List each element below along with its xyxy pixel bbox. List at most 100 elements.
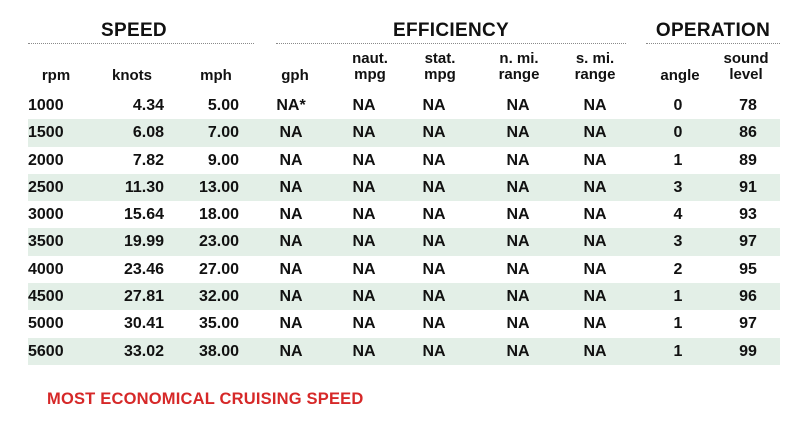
cell-sound-level: 97 bbox=[739, 233, 757, 251]
cell-naut-mpg: NA bbox=[352, 206, 376, 224]
cell-nmi-range: NA bbox=[506, 97, 530, 114]
cell-stat-mpg: NA bbox=[422, 151, 446, 169]
cell-naut-mpg: NA bbox=[352, 233, 376, 251]
cell-nmi-range: NA bbox=[506, 178, 530, 196]
header-gph-line1: gph bbox=[281, 67, 309, 84]
cell-smi-range: NA bbox=[583, 124, 607, 142]
cell-angle: 1 bbox=[673, 151, 683, 169]
header-nmi-range: n. mi. range bbox=[484, 51, 554, 83]
cell-naut-mpg: NA bbox=[352, 288, 376, 306]
cell-naut-mpg: NA bbox=[352, 342, 376, 360]
cell-gph: NA bbox=[279, 178, 303, 196]
cell-smi-range: NA bbox=[583, 260, 607, 278]
cell-gph: NA bbox=[279, 233, 303, 251]
cell-mph: 7.00 bbox=[207, 124, 239, 142]
cell-stat-mpg: NA bbox=[422, 206, 446, 224]
cell-gph: NA bbox=[279, 206, 303, 224]
header-smi-range-line2: range bbox=[574, 66, 616, 83]
header-angle-line1: angle bbox=[660, 67, 700, 84]
cell-stat-mpg: NA bbox=[422, 97, 446, 114]
cell-stat-mpg: NA bbox=[422, 342, 446, 360]
header-mph-line1: mph bbox=[200, 67, 232, 84]
cell-angle: 3 bbox=[673, 178, 683, 196]
table-row: 4500 27.81 32.00 NA NA NA NA NA 1 96 bbox=[28, 283, 780, 311]
group-rule-efficiency bbox=[276, 43, 626, 44]
header-sound-level-line2: level bbox=[729, 66, 763, 83]
table-row: 3500 19.99 23.00 NA NA NA NA NA 3 97 bbox=[28, 228, 780, 256]
cell-angle: 2 bbox=[673, 260, 683, 278]
header-smi-range-line1: s. mi. bbox=[575, 50, 615, 67]
cell-gph: NA bbox=[279, 151, 303, 169]
cell-smi-range: NA bbox=[583, 151, 607, 169]
cell-knots: 30.41 bbox=[123, 315, 164, 333]
cell-sound-level: 78 bbox=[739, 97, 757, 114]
cell-knots: 6.08 bbox=[132, 124, 164, 142]
table-row: 2500 11.30 13.00 NA NA NA NA NA 3 91 bbox=[28, 173, 780, 202]
cell-sound-level: 93 bbox=[739, 206, 757, 224]
header-rpm-line1: rpm bbox=[41, 67, 71, 84]
cell-nmi-range: NA bbox=[506, 342, 530, 360]
header-stat-mpg-line1: stat. bbox=[424, 50, 456, 67]
cell-angle: 4 bbox=[673, 206, 683, 224]
cell-sound-level: 95 bbox=[739, 260, 757, 278]
group-rule-speed bbox=[28, 43, 254, 44]
cell-nmi-range: NA bbox=[506, 288, 530, 306]
header-stat-mpg-line2: mpg bbox=[424, 66, 456, 83]
cell-knots: 23.46 bbox=[123, 260, 164, 278]
cell-stat-mpg: NA bbox=[422, 233, 446, 251]
header-angle: angle bbox=[652, 68, 708, 84]
cell-sound-level: 86 bbox=[739, 124, 757, 142]
header-naut-mpg-line1: naut. bbox=[352, 50, 388, 67]
cell-mph: 9.00 bbox=[207, 151, 239, 169]
cell-stat-mpg: NA bbox=[422, 288, 446, 306]
cell-rpm: 1500 bbox=[28, 124, 64, 142]
cell-mph: 32.00 bbox=[198, 288, 239, 306]
cell-rpm: 5000 bbox=[28, 315, 64, 333]
cell-naut-mpg: NA bbox=[352, 178, 376, 196]
cell-naut-mpg: NA bbox=[352, 151, 376, 169]
table-row: 3000 15.64 18.00 NA NA NA NA NA 4 93 bbox=[28, 201, 780, 228]
cell-rpm: 4500 bbox=[28, 288, 64, 306]
header-smi-range: s. mi. range bbox=[560, 51, 630, 83]
footer-note: MOST ECONOMICAL CRUISING SPEED bbox=[47, 390, 364, 408]
cell-angle: 0 bbox=[673, 124, 683, 142]
cell-nmi-range: NA bbox=[506, 151, 530, 169]
cell-knots: 7.82 bbox=[132, 151, 164, 169]
cell-knots: 19.99 bbox=[123, 233, 164, 251]
cell-smi-range: NA bbox=[583, 342, 607, 360]
cell-naut-mpg: NA bbox=[352, 260, 376, 278]
cell-sound-level: 91 bbox=[739, 178, 757, 196]
cell-rpm: 2500 bbox=[28, 178, 64, 196]
group-title-speed: SPEED bbox=[101, 20, 167, 41]
cell-rpm: 5600 bbox=[28, 342, 64, 360]
cell-sound-level: 99 bbox=[739, 342, 757, 360]
cell-smi-range: NA bbox=[583, 315, 607, 333]
header-knots-line1: knots bbox=[111, 67, 152, 84]
table-row: 5600 33.02 38.00 NA NA NA NA NA 1 99 bbox=[28, 337, 780, 365]
cell-knots: 11.30 bbox=[124, 178, 164, 196]
cell-sound-level: 97 bbox=[739, 315, 757, 333]
cell-nmi-range: NA bbox=[506, 124, 530, 142]
header-rpm: rpm bbox=[28, 68, 84, 84]
cell-knots: 33.02 bbox=[123, 342, 164, 360]
cell-angle: 1 bbox=[673, 288, 683, 306]
header-gph: gph bbox=[270, 68, 320, 84]
cell-knots: 27.81 bbox=[123, 288, 164, 306]
header-stat-mpg: stat. mpg bbox=[410, 51, 470, 83]
cell-rpm: 3000 bbox=[28, 206, 64, 224]
cell-mph: 23.00 bbox=[198, 233, 239, 251]
header-sound-level: sound level bbox=[716, 51, 776, 83]
cell-naut-mpg: NA bbox=[352, 315, 376, 333]
cell-nmi-range: NA bbox=[506, 206, 530, 224]
header-knots: knots bbox=[100, 68, 164, 84]
header-nmi-range-line1: n. mi. bbox=[499, 50, 539, 67]
table-row: 1000 4.34 5.00 NA* NA NA NA NA 0 78 bbox=[28, 92, 780, 119]
cell-rpm: 2000 bbox=[28, 151, 64, 169]
group-title-operation: OPERATION bbox=[655, 20, 771, 41]
cell-mph: 35.00 bbox=[198, 315, 239, 333]
cell-mph: 18.00 bbox=[198, 206, 239, 224]
cell-angle: 3 bbox=[673, 233, 683, 251]
cell-stat-mpg: NA bbox=[422, 315, 446, 333]
cell-gph: NA bbox=[279, 342, 303, 360]
cell-rpm: 1000 bbox=[28, 97, 64, 114]
